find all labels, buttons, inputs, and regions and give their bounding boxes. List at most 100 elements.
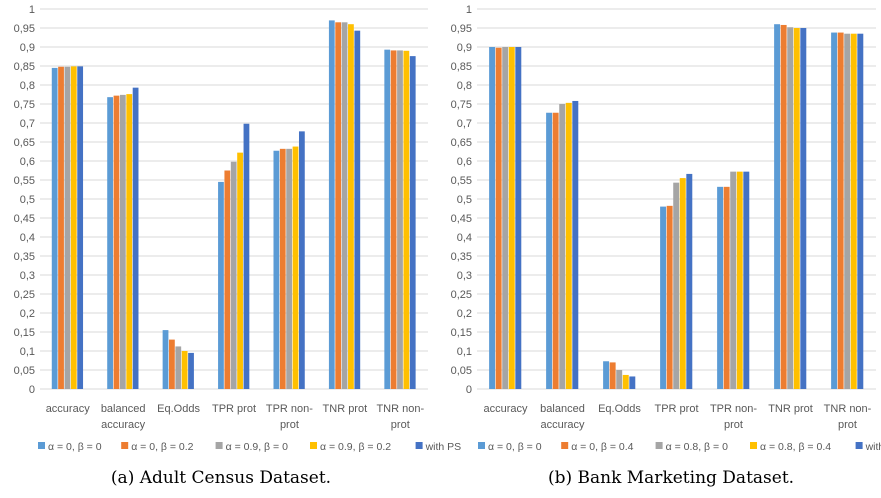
bar	[603, 361, 610, 389]
bar	[502, 47, 509, 389]
bar	[390, 50, 397, 390]
bar	[384, 49, 391, 389]
bar	[622, 374, 629, 389]
legend-swatch	[750, 442, 757, 449]
y-tick-label: 0,65	[451, 137, 472, 149]
x-category-label: prot	[280, 419, 299, 431]
y-tick-label: 0,05	[451, 365, 472, 377]
y-tick-label: 0,5	[20, 194, 35, 206]
x-category-label: prot	[724, 419, 743, 431]
y-tick-label: 0,2	[457, 308, 472, 320]
bar	[70, 66, 77, 389]
y-tick-label: 0,55	[14, 175, 35, 187]
bar	[780, 24, 787, 390]
x-category-label: TPR prot	[212, 403, 256, 415]
y-tick-label: 0,45	[451, 213, 472, 225]
bar	[348, 24, 354, 389]
bar	[616, 370, 623, 389]
bar	[787, 27, 794, 390]
bar	[609, 362, 616, 389]
bar	[328, 20, 335, 390]
legend-swatch	[215, 442, 223, 449]
x-category-label: TNR non-	[824, 403, 872, 415]
bar	[409, 56, 416, 390]
x-category-label: accuracy	[46, 403, 91, 415]
bar	[686, 173, 693, 389]
bar	[857, 33, 864, 389]
y-tick-label: 0,25	[14, 289, 35, 301]
y-tick-label: 0,85	[451, 61, 472, 73]
legend-swatch	[478, 442, 485, 449]
y-tick-label: 0,7	[457, 118, 472, 130]
bar	[730, 171, 737, 389]
y-tick-label: 0,15	[451, 327, 472, 339]
y-tick-label: 0,6	[457, 156, 472, 168]
bar	[673, 182, 680, 389]
legend-swatch	[121, 442, 129, 449]
y-tick-label: 0,75	[14, 99, 35, 111]
legend-label: α = 0.8, β = 0	[666, 441, 728, 453]
bar	[552, 112, 559, 390]
bar	[850, 33, 857, 389]
y-tick-label: 0,25	[451, 289, 472, 301]
bar	[107, 97, 113, 389]
figure-caption: (a) Adult Census Dataset.	[111, 468, 331, 488]
bar	[169, 339, 175, 389]
y-tick-label: 1	[466, 4, 472, 16]
y-tick-label: 0,4	[457, 232, 472, 244]
bar	[736, 171, 743, 389]
bar	[489, 47, 496, 389]
chart-panel-bank: 0 0,05 0,1 0,15 0,2 0,25 0,3 0,35 0,4 0,45 0,5 0,55…	[451, 4, 881, 488]
y-tick-label: 0,85	[14, 61, 35, 73]
bar	[837, 32, 844, 390]
bar	[629, 376, 636, 389]
y-tick-label: 0,65	[14, 137, 35, 149]
bar	[119, 94, 126, 389]
chart-panel-adult: 0 0,05 0,1 0,15 0,2 0,25 0,3 0,35 0,4 0,45 0,5 0,55…	[14, 4, 462, 488]
legend-label: α = 0, β = 0	[488, 441, 542, 453]
bar	[717, 186, 724, 389]
legend-label: α = 0.9, β = 0	[226, 441, 288, 453]
x-category-label: TNR prot	[323, 403, 368, 415]
bar	[515, 47, 522, 389]
bar	[397, 50, 403, 390]
x-category-label: TNR non-	[376, 403, 424, 415]
bar	[58, 66, 64, 389]
x-category-label: TPR non-	[710, 403, 757, 415]
x-category-label: balanced	[540, 403, 585, 415]
y-tick-label: 0,1	[457, 346, 472, 358]
x-category-label: TNR prot	[768, 403, 813, 415]
legend-swatch	[655, 442, 663, 449]
y-tick-label: 0,8	[457, 80, 472, 92]
bar	[237, 152, 243, 389]
bar	[844, 33, 851, 389]
bar	[162, 330, 169, 389]
bar	[743, 171, 750, 389]
bar	[335, 22, 342, 390]
bar	[126, 94, 133, 390]
legend-label: α = 0, β = 0.4	[571, 441, 633, 453]
y-tick-label: 0,35	[14, 251, 35, 263]
bar	[64, 66, 71, 389]
y-tick-label: 0,95	[14, 23, 35, 35]
y-tick-label: 0	[466, 384, 472, 396]
x-category-label: balanced	[101, 403, 146, 415]
bar	[495, 47, 502, 389]
legend-label: α = 0.8, β = 0.4	[760, 441, 831, 453]
legend: α = 0, β = 0 α = 0, β = 0.2 α = 0.9, β = 0…	[38, 441, 461, 453]
y-tick-label: 0,7	[20, 118, 35, 130]
y-tick-label: 0,2	[20, 308, 35, 320]
bar	[298, 131, 305, 390]
bar	[793, 28, 800, 389]
legend-label: α = 0, β = 0	[48, 441, 102, 453]
x-category-label: accuracy	[483, 403, 528, 415]
bar	[341, 22, 348, 390]
bar	[831, 32, 838, 390]
bar	[292, 146, 299, 389]
legend-swatch	[855, 442, 863, 449]
bar	[508, 47, 515, 389]
y-tick-label: 0,9	[457, 42, 472, 54]
bar	[230, 161, 237, 389]
bar	[243, 123, 250, 389]
x-category-label: accuracy	[540, 419, 585, 431]
